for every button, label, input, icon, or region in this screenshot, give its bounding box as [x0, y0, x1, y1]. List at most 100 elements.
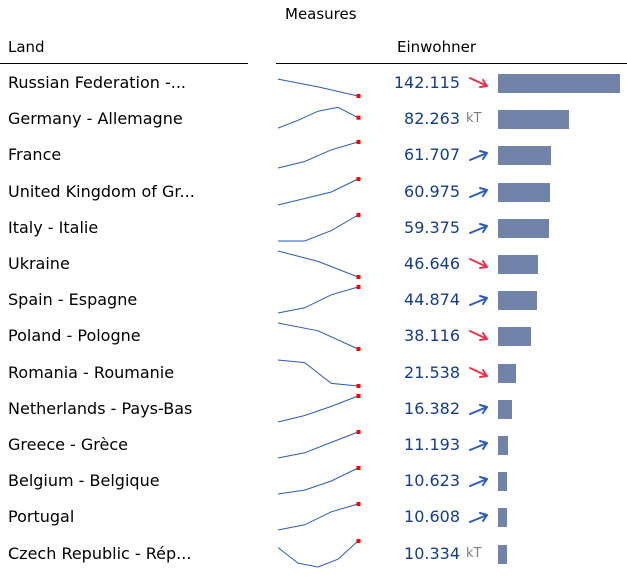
table-row: Ukraine 46.646 [0, 247, 627, 283]
sparkline [277, 466, 361, 495]
trend-down-arrow-icon [469, 258, 488, 269]
table-row: Romania - Roumanie 21.538 [0, 356, 627, 392]
sparkline-path [278, 214, 359, 242]
population-bar [498, 327, 531, 347]
sparkline [277, 176, 361, 206]
population-bar [498, 110, 569, 130]
country-name: Czech Republic - Rép... [8, 543, 192, 563]
table-row: Russian Federation -... 142.115 [0, 66, 627, 102]
table-row: France 61.707 [0, 138, 627, 174]
sparkline-path [277, 395, 359, 423]
trend-up-arrow-icon [469, 150, 488, 162]
sparkline [277, 538, 361, 568]
trend-up-arrow-icon [469, 403, 488, 415]
kt-indicator: kT [466, 545, 482, 561]
sparkline-path [277, 322, 359, 350]
table-row: Czech Republic - Rép... 10.334 kT [0, 537, 627, 573]
table-row: Portugal 10.608 [0, 500, 627, 536]
einwohner-header-underline [276, 63, 627, 64]
country-name: Ukraine [8, 254, 70, 273]
population-bar [498, 544, 507, 564]
sparkline [277, 78, 361, 98]
sparkline-end-marker [356, 140, 361, 145]
sparkline-path [277, 141, 359, 169]
sparkline [277, 285, 361, 314]
table-row: Poland - Pologne 38.116 [0, 319, 627, 355]
trend-up-arrow-icon [469, 440, 488, 451]
sparkline [277, 106, 361, 129]
table-row: Greece - Grèce 11.193 [0, 428, 627, 464]
country-name: Russian Federation -... [8, 73, 187, 92]
kt-indicator: kT [466, 111, 482, 127]
population-bar [498, 508, 508, 528]
population-bar [498, 74, 620, 93]
population-bar [498, 363, 517, 383]
sparkline [277, 140, 361, 169]
sparkline-end-marker [356, 347, 361, 352]
population-value: 142.115 [393, 73, 460, 92]
country-name: Romania - Roumanie [8, 362, 175, 382]
population-value: 10.623 [404, 471, 460, 491]
population-value: 44.874 [404, 290, 460, 310]
sparkline-path [277, 78, 359, 97]
table-row: United Kingdom of Gr... 60.975 [0, 175, 627, 211]
sparkline-path [277, 467, 359, 495]
trend-up-arrow-icon [469, 186, 488, 198]
land-column-header: Land [8, 38, 45, 56]
sparkline-end-marker [356, 212, 361, 217]
land-header-underline [0, 63, 248, 64]
population-value: 61.707 [404, 145, 460, 165]
country-name: Italy - Italie [8, 217, 99, 237]
sparkline [277, 502, 361, 531]
sparkline-end-marker [356, 538, 361, 543]
sparkline-end-marker [356, 285, 361, 290]
sparkline-path [277, 286, 359, 314]
sparkline-end-marker [356, 275, 361, 279]
table-row: Spain - Espagne 44.874 [0, 283, 627, 319]
sparkline-path [277, 359, 359, 387]
sparkline-end-marker [356, 94, 361, 98]
population-value: 82.263 [404, 109, 460, 129]
country-name: Belgium - Belgique [8, 471, 160, 491]
sparkline [277, 393, 361, 423]
population-bar [498, 472, 508, 492]
sparkline-path [277, 250, 359, 278]
sparkline-end-marker [356, 430, 361, 434]
sparkline-end-marker [356, 393, 361, 398]
sparkline-end-marker [356, 502, 361, 507]
sparkline-end-marker [356, 115, 361, 120]
sparkline [277, 322, 361, 352]
table-row: Belgium - Belgique 10.623 [0, 464, 627, 500]
trend-down-arrow-icon [469, 330, 488, 342]
population-bar [498, 218, 549, 238]
country-name: Greece - Grèce [8, 435, 129, 454]
population-bar [498, 146, 551, 166]
population-value: 60.975 [404, 181, 460, 201]
country-name: Germany - Allemagne [8, 109, 183, 129]
population-value: 16.382 [404, 398, 460, 418]
table-row: Netherlands - Pays-Bas 16.382 [0, 392, 627, 428]
population-value: 10.334 [404, 543, 460, 563]
sparkline-path [277, 178, 359, 206]
sparkline-path [277, 540, 359, 568]
country-name: Poland - Pologne [8, 326, 141, 346]
sparkline-path [277, 431, 359, 459]
population-bar [498, 182, 551, 202]
population-value: 38.116 [404, 326, 460, 346]
population-value: 21.538 [404, 362, 460, 382]
population-value: 10.608 [404, 507, 460, 527]
sparkline-end-marker [356, 466, 361, 471]
einwohner-column-header: Einwohner [397, 38, 477, 56]
population-value: 59.375 [404, 217, 460, 237]
measures-header: Measures [285, 5, 357, 23]
trend-up-arrow-icon [469, 222, 488, 234]
country-name: United Kingdom of Gr... [8, 181, 195, 201]
population-bar [498, 399, 513, 419]
trend-up-arrow-icon [469, 512, 488, 524]
trend-down-arrow-icon [469, 366, 488, 378]
population-value: 11.193 [404, 435, 460, 454]
trend-up-arrow-icon [469, 476, 488, 488]
country-name: Spain - Espagne [8, 290, 138, 310]
country-name: Portugal [8, 507, 75, 527]
sparkline-end-marker [356, 383, 361, 388]
